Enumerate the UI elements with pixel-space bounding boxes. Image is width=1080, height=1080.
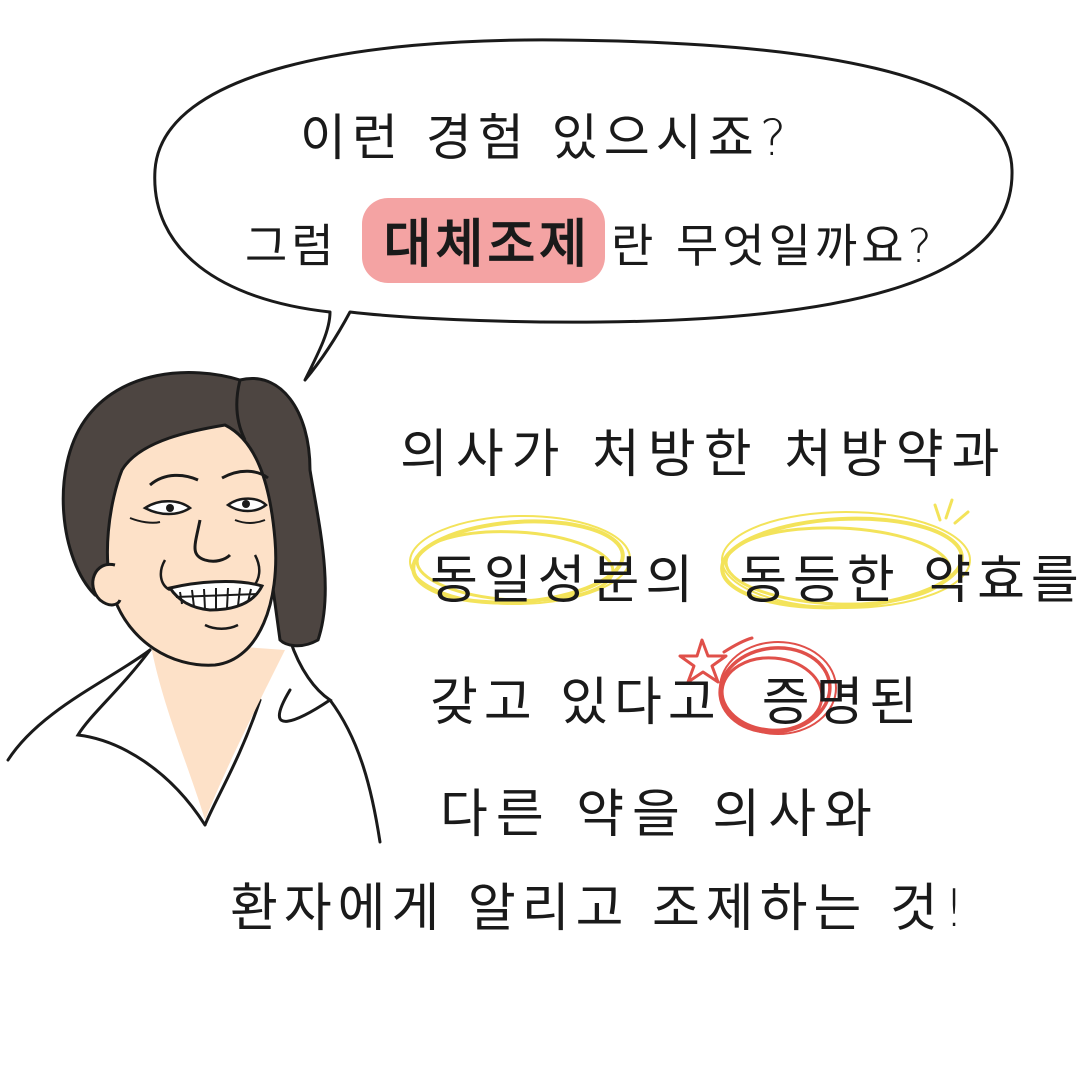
teeth [175,587,259,610]
body-line-5-a: 갖고 있다고 [430,673,722,733]
body-line-4: 동일성분의 동등한 약효를 [430,538,1080,613]
bubble-line-2: 그럼 대체조제 란 무엇일까요? [245,198,936,283]
yellow-circle-2 [720,516,964,610]
yellow-circle-1b [415,530,615,602]
bubble-line-2-prefix: 그럼 [245,219,338,273]
shirt-collar [6,638,382,844]
same-ingredient-text: 동일성분의 [430,551,700,611]
yellow-circle-1c [409,514,631,606]
equivalent-efficacy-text: 동등한 약효를 [739,551,1080,611]
neck [150,640,285,820]
red-circle-c [719,641,837,735]
body-line-5: 갖고 있다고 증명된 [430,660,923,735]
face [105,423,278,667]
yellow-circle-2b [724,526,952,606]
red-circle-b [720,656,824,732]
red-star-tail [722,636,754,654]
proven-text: 증명된 [761,673,924,733]
body-line-3: 의사가 처방한 처방약과 [400,425,1008,485]
bubble-line-2-suffix: 란 무엇일까요? [611,219,936,273]
red-star-icon [678,638,728,684]
right-pupil [242,500,250,508]
yellow-sparkle-icon [933,498,970,525]
nose [193,519,232,563]
body-line-6: 다른 약을 의사와 [440,785,880,845]
right-eyebrow [221,469,269,480]
yellow-circle-2c [721,511,971,609]
body-line-7: 환자에게 알리고 조제하는 것! [230,879,971,939]
highlight-term: 대체조제 [361,198,606,283]
chin [204,623,239,630]
bubble-line-1: 이런 경험 있으시죠? [300,109,793,167]
left-eyebrow [149,473,199,487]
eye-wrinkles [129,517,266,524]
yellow-circle-1 [411,519,625,605]
ear [91,562,122,607]
hair-part [235,379,247,441]
left-pupil [166,504,174,512]
